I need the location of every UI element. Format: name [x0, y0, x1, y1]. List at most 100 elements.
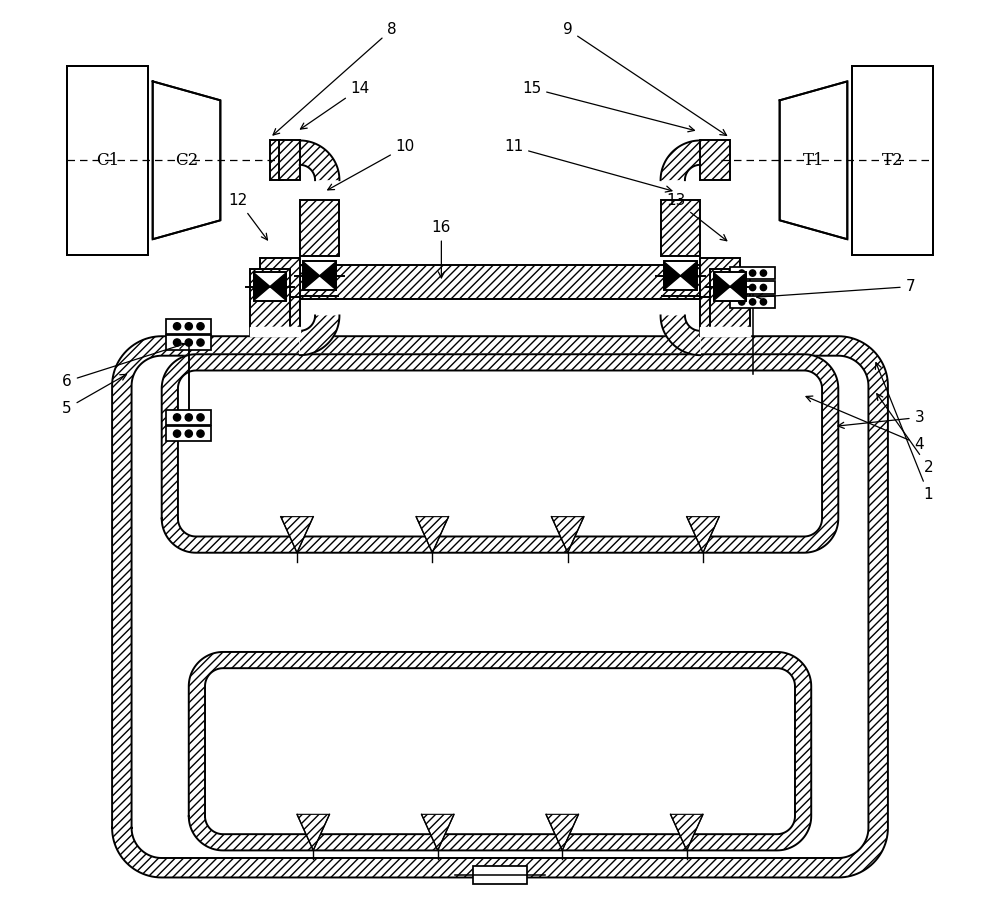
- Bar: [730, 281, 775, 294]
- Polygon shape: [260, 327, 300, 336]
- Circle shape: [197, 430, 204, 437]
- Circle shape: [185, 430, 192, 437]
- Polygon shape: [67, 66, 148, 255]
- Text: 14: 14: [300, 81, 370, 129]
- Circle shape: [760, 270, 767, 277]
- Polygon shape: [710, 327, 750, 336]
- Text: T2: T2: [882, 152, 903, 169]
- Text: 13: 13: [666, 193, 727, 241]
- Polygon shape: [270, 273, 286, 300]
- Polygon shape: [279, 140, 283, 180]
- Polygon shape: [546, 814, 578, 850]
- Bar: [300, 266, 700, 299]
- Polygon shape: [189, 652, 811, 850]
- Bar: [714, 272, 746, 301]
- Polygon shape: [250, 327, 290, 336]
- Bar: [166, 427, 211, 441]
- Bar: [730, 296, 775, 309]
- Bar: [730, 267, 775, 279]
- Circle shape: [749, 299, 756, 305]
- Text: 1: 1: [875, 363, 933, 502]
- Bar: [661, 200, 700, 256]
- Polygon shape: [780, 82, 847, 239]
- Polygon shape: [300, 140, 339, 180]
- Bar: [710, 268, 750, 336]
- Polygon shape: [300, 315, 339, 355]
- Bar: [700, 296, 740, 336]
- Text: C1: C1: [96, 152, 119, 169]
- Bar: [166, 335, 211, 350]
- Circle shape: [173, 414, 181, 421]
- Text: 15: 15: [522, 81, 694, 132]
- Circle shape: [173, 430, 181, 437]
- Polygon shape: [730, 273, 746, 300]
- Bar: [270, 140, 283, 180]
- Polygon shape: [205, 668, 795, 834]
- Circle shape: [185, 322, 192, 330]
- Bar: [300, 200, 339, 256]
- Circle shape: [760, 299, 767, 305]
- Circle shape: [197, 339, 204, 346]
- Polygon shape: [661, 315, 700, 355]
- Circle shape: [739, 299, 745, 305]
- Polygon shape: [303, 262, 320, 289]
- Polygon shape: [687, 517, 719, 552]
- Polygon shape: [189, 652, 811, 850]
- Circle shape: [739, 284, 745, 290]
- Bar: [700, 140, 730, 180]
- Text: 9: 9: [563, 22, 727, 136]
- Polygon shape: [300, 315, 339, 355]
- Polygon shape: [852, 66, 933, 255]
- Circle shape: [197, 322, 204, 330]
- Polygon shape: [162, 354, 838, 552]
- Text: 5: 5: [62, 375, 127, 416]
- Circle shape: [185, 414, 192, 421]
- Bar: [254, 272, 286, 301]
- Polygon shape: [162, 354, 838, 552]
- Circle shape: [173, 339, 181, 346]
- Polygon shape: [551, 517, 584, 552]
- Polygon shape: [178, 370, 822, 537]
- Polygon shape: [297, 814, 330, 850]
- Polygon shape: [661, 140, 700, 180]
- Polygon shape: [700, 327, 740, 336]
- Text: 4: 4: [806, 396, 924, 452]
- Text: 8: 8: [273, 22, 397, 135]
- Text: 16: 16: [432, 221, 451, 278]
- Bar: [664, 261, 697, 290]
- Bar: [260, 257, 300, 298]
- Circle shape: [173, 322, 181, 330]
- Polygon shape: [112, 336, 888, 878]
- Polygon shape: [254, 273, 270, 300]
- Polygon shape: [300, 140, 339, 180]
- Polygon shape: [664, 262, 680, 289]
- Polygon shape: [281, 517, 313, 552]
- Circle shape: [749, 270, 756, 277]
- Text: 3: 3: [838, 409, 924, 429]
- Text: T1: T1: [803, 152, 824, 169]
- Polygon shape: [714, 273, 730, 300]
- Text: 11: 11: [504, 139, 672, 192]
- Polygon shape: [153, 82, 220, 239]
- Polygon shape: [112, 336, 888, 878]
- Polygon shape: [132, 355, 868, 858]
- Bar: [166, 319, 211, 333]
- Bar: [473, 866, 527, 884]
- Circle shape: [739, 270, 745, 277]
- Text: 10: 10: [328, 139, 415, 190]
- Bar: [279, 140, 300, 180]
- Polygon shape: [661, 140, 700, 180]
- Polygon shape: [320, 262, 336, 289]
- Text: 12: 12: [229, 193, 267, 240]
- Circle shape: [197, 414, 204, 421]
- Polygon shape: [680, 262, 697, 289]
- Bar: [260, 296, 300, 336]
- Text: 6: 6: [62, 343, 185, 388]
- Circle shape: [760, 284, 767, 290]
- Bar: [250, 268, 290, 336]
- Circle shape: [749, 284, 756, 290]
- Bar: [303, 261, 336, 290]
- Text: 2: 2: [877, 394, 933, 474]
- Polygon shape: [422, 814, 454, 850]
- Bar: [700, 257, 740, 298]
